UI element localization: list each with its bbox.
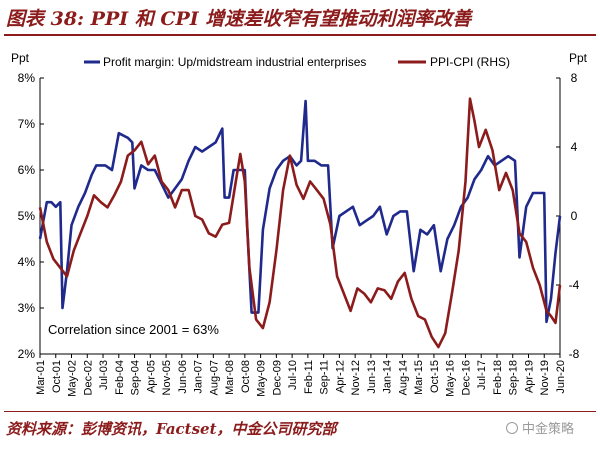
title-rule [4,34,596,36]
x-tick-label: Dec-02 [82,360,94,395]
x-tick-label: Feb-04 [114,360,126,395]
figure-title: 图表 38: PPI 和 CPI 增速差收窄有望推动利润率改善 [6,8,472,30]
left-tick-label: 4% [18,255,36,269]
right-axis-unit-label: Ppt [569,51,588,65]
x-tick-label: Dec-16 [460,360,472,395]
legend-ppi-cpi-label: PPI-CPI (RHS) [430,55,510,69]
x-tick-label: May-16 [445,360,457,397]
legend-profit-margin-label: Profit margin: Up/midstream industrial e… [103,55,366,69]
x-tick-label: Jul-03 [98,360,110,390]
x-tick-label: Jun-20 [555,360,567,394]
x-tick-label: Jun-13 [366,360,378,394]
ppi-cpi-line [38,97,562,349]
right-tick-label: -4 [569,278,580,292]
wechat-icon [506,421,518,434]
x-tick-label: Jun-06 [177,360,189,394]
x-tick-label: Oct-01 [51,360,63,393]
left-tick-label: 6% [18,163,36,177]
x-tick-label: Oct-15 [429,360,441,393]
x-tick-label: May-02 [67,360,79,397]
x-tick-label: Apr-05 [145,360,157,393]
left-axis: 2% 3% 4% 5% 6% 7% 8% [18,71,44,361]
x-tick-label: Apr-19 [523,360,535,393]
right-tick-label: 0 [571,209,578,223]
x-tick-label: Jan-07 [193,360,205,394]
x-tick-label: Nov-19 [539,360,551,395]
source-note: 资料来源：彭博资讯，Factset，中金公司研究部 [6,420,337,438]
x-tick-label: Nov-12 [350,360,362,395]
left-tick-label: 7% [18,117,36,131]
watermark-label: 中金策略 [522,422,575,437]
x-tick-label: Sep-04 [130,360,142,395]
right-tick-label: 4 [571,140,578,154]
x-tick-label: Mar-08 [224,360,236,395]
x-tick-label: Aug-14 [397,360,409,395]
legend: Profit margin: Up/midstream industrial e… [84,55,510,69]
x-tick-label: Sep-18 [508,360,520,395]
x-tick-label: Feb-18 [492,360,504,395]
x-tick-label: Mar-01 [35,360,47,395]
x-tick-label: Dec-09 [271,360,283,395]
x-tick-label: Mar-15 [413,360,425,395]
left-axis-unit-label: Ppt [11,51,30,65]
left-tick-label: 3% [18,301,36,315]
x-tick-label: Apr-12 [334,360,346,393]
left-tick-label: 5% [18,209,36,223]
right-tick-label: -8 [569,347,580,361]
x-tick-label: May-09 [256,360,268,397]
x-tick-label: Jul-10 [287,360,299,390]
left-tick-label: 2% [18,347,36,361]
left-tick-label: 8% [18,71,36,85]
watermark: 中金策略 [506,418,574,437]
x-tick-label: Jan-14 [382,360,394,394]
line-chart: 2% 3% 4% 5% 6% 7% 8% -8 -4 0 4 8 Mar-01 Oct-01 May-0… [11,51,588,397]
profit-margin-line [38,99,562,324]
source-rule [4,411,596,412]
x-tick-label: Jul-17 [476,360,488,390]
series-lines [38,97,562,349]
x-tick-label: Aug-07 [208,360,220,395]
correlation-annotation: Correlation since 2001 = 63% [48,322,219,337]
right-tick-label: 8 [571,71,578,85]
x-tick-label: Oct-08 [240,360,252,393]
x-tick-label: Feb-11 [303,360,315,394]
x-tick-label: Sep-11 [319,360,331,395]
x-tick-label: Nov-05 [161,360,173,395]
x-axis: Mar-01 Oct-01 May-02 Dec-02 Jul-03 Feb-04 Sep-… [35,353,567,397]
